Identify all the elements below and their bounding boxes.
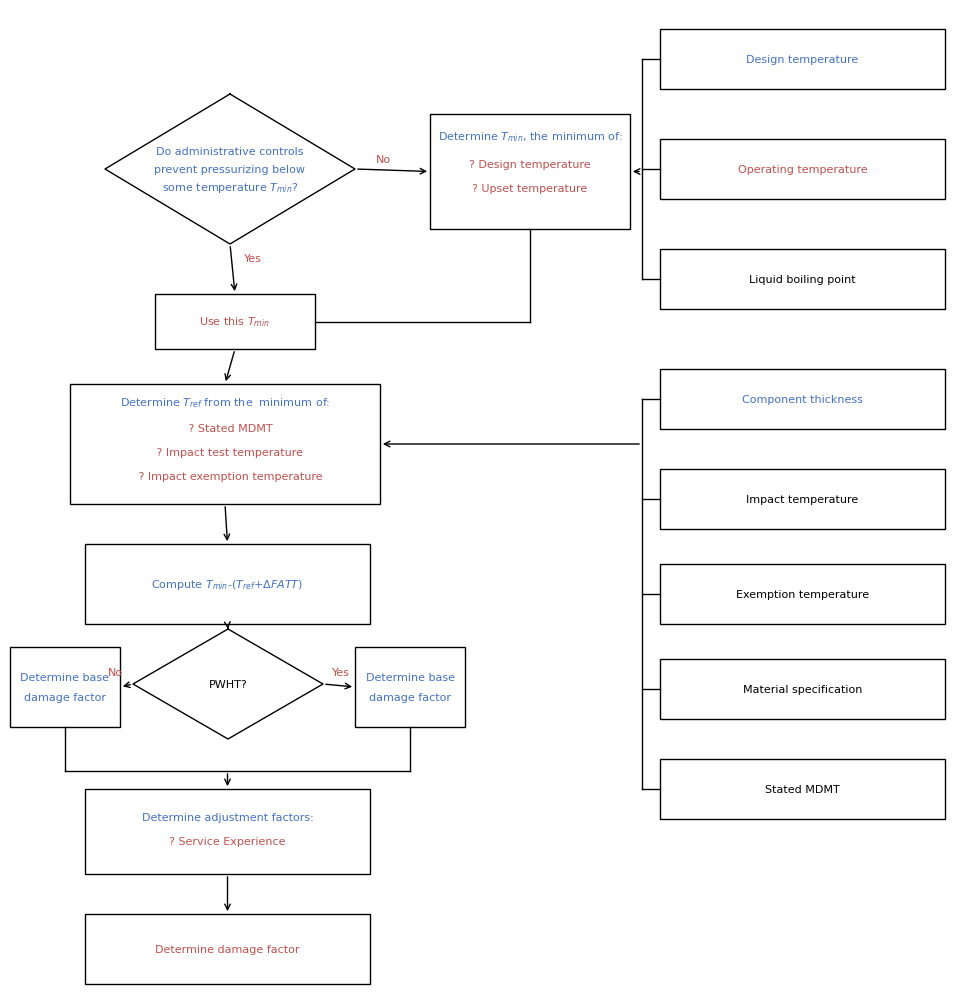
Text: prevent pressurizing below: prevent pressurizing below — [155, 165, 306, 174]
Text: Do administrative controls: Do administrative controls — [156, 147, 304, 157]
Bar — [660, 760, 945, 820]
Text: PWHT?: PWHT? — [209, 679, 248, 689]
Polygon shape — [105, 95, 355, 244]
Bar — [660, 30, 945, 90]
Text: Determine damage factor: Determine damage factor — [155, 944, 300, 954]
Text: Stated MDMT: Stated MDMT — [765, 785, 840, 795]
Bar — [660, 249, 945, 310]
Text: Component thickness: Component thickness — [742, 395, 862, 405]
Text: ? Impact test temperature: ? Impact test temperature — [146, 448, 304, 458]
Bar — [85, 914, 370, 984]
Text: Determine base: Determine base — [366, 672, 455, 682]
Bar — [85, 544, 370, 624]
Bar — [10, 647, 120, 727]
Text: Yes: Yes — [244, 254, 262, 264]
Text: Operating temperature: Operating temperature — [738, 165, 867, 174]
Text: Impact temperature: Impact temperature — [746, 495, 859, 504]
Text: Yes: Yes — [332, 667, 350, 677]
Bar — [660, 564, 945, 624]
Text: damage factor: damage factor — [369, 692, 451, 702]
Bar — [430, 115, 630, 229]
Text: ? Service Experience: ? Service Experience — [169, 837, 286, 847]
Bar — [660, 470, 945, 529]
Text: ? Design temperature: ? Design temperature — [469, 160, 590, 169]
Text: No: No — [107, 667, 123, 677]
Text: Liquid boiling point: Liquid boiling point — [749, 275, 856, 285]
Text: Compute $T_{min}$-$(T_{ref}$+$\Delta FATT)$: Compute $T_{min}$-$(T_{ref}$+$\Delta FAT… — [151, 577, 304, 591]
Text: Determine base: Determine base — [20, 672, 109, 682]
Text: No: No — [376, 155, 390, 165]
Text: Determine adjustment factors:: Determine adjustment factors: — [141, 813, 314, 823]
Text: Exemption temperature: Exemption temperature — [736, 589, 869, 599]
Bar — [70, 385, 380, 504]
Polygon shape — [133, 629, 323, 739]
Text: ? Impact exemption temperature: ? Impact exemption temperature — [128, 472, 322, 482]
Text: Determine $T_{min}$, the minimum of:: Determine $T_{min}$, the minimum of: — [438, 130, 622, 143]
Bar — [660, 370, 945, 430]
Text: Determine $T_{ref}$ from the  minimum of:: Determine $T_{ref}$ from the minimum of: — [120, 396, 330, 410]
Bar — [85, 790, 370, 874]
Bar — [355, 647, 465, 727]
Text: ? Stated MDMT: ? Stated MDMT — [178, 424, 272, 434]
Text: ? Upset temperature: ? Upset temperature — [472, 183, 588, 193]
Text: Material specification: Material specification — [742, 684, 862, 694]
Text: Use this $T_{min}$: Use this $T_{min}$ — [199, 316, 270, 329]
Text: Design temperature: Design temperature — [746, 55, 859, 65]
Bar — [660, 140, 945, 199]
Bar — [660, 659, 945, 719]
Text: some temperature $T_{min}$?: some temperature $T_{min}$? — [162, 180, 298, 194]
Bar — [155, 295, 315, 350]
Text: damage factor: damage factor — [24, 692, 106, 702]
